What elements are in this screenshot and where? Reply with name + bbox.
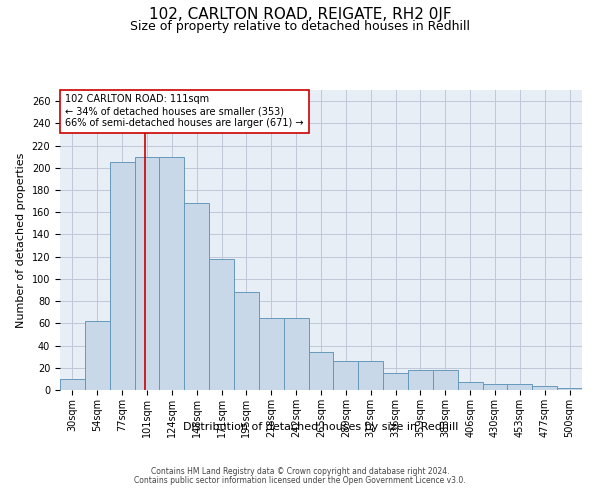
Bar xyxy=(110,162,134,390)
Text: Size of property relative to detached houses in Redhill: Size of property relative to detached ho… xyxy=(130,20,470,33)
Bar xyxy=(85,321,110,390)
Text: Distribution of detached houses by size in Redhill: Distribution of detached houses by size … xyxy=(184,422,458,432)
Bar xyxy=(482,384,508,390)
Bar xyxy=(308,352,334,390)
Text: Contains HM Land Registry data © Crown copyright and database right 2024.: Contains HM Land Registry data © Crown c… xyxy=(151,467,449,476)
Bar xyxy=(184,204,209,390)
Bar xyxy=(334,361,358,390)
Text: 102, CARLTON ROAD, REIGATE, RH2 0JF: 102, CARLTON ROAD, REIGATE, RH2 0JF xyxy=(149,8,451,22)
Bar xyxy=(557,388,582,390)
Bar xyxy=(209,259,234,390)
Bar xyxy=(259,318,284,390)
Bar xyxy=(508,384,532,390)
Bar xyxy=(234,292,259,390)
Bar xyxy=(284,318,308,390)
Bar xyxy=(458,382,482,390)
Bar xyxy=(358,361,383,390)
Text: Contains public sector information licensed under the Open Government Licence v3: Contains public sector information licen… xyxy=(134,476,466,485)
Text: 102 CARLTON ROAD: 111sqm
← 34% of detached houses are smaller (353)
66% of semi-: 102 CARLTON ROAD: 111sqm ← 34% of detach… xyxy=(65,94,304,128)
Bar xyxy=(383,374,408,390)
Bar xyxy=(433,370,458,390)
Bar xyxy=(408,370,433,390)
Bar xyxy=(160,156,184,390)
Y-axis label: Number of detached properties: Number of detached properties xyxy=(16,152,26,328)
Bar xyxy=(532,386,557,390)
Bar xyxy=(60,379,85,390)
Bar xyxy=(134,156,160,390)
